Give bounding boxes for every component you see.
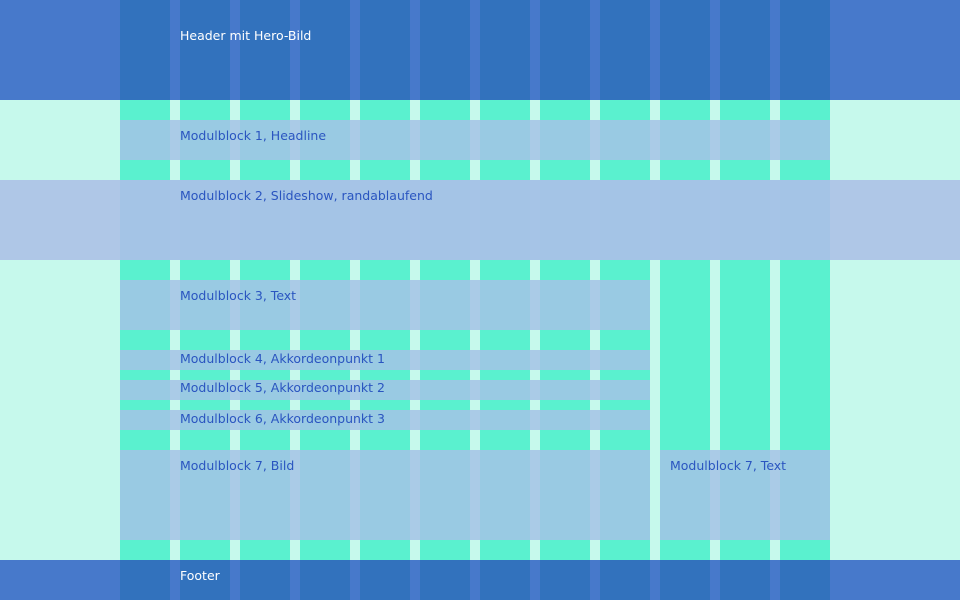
module-label: Modulblock 7, Bild bbox=[180, 458, 295, 473]
grid-column-overlay bbox=[600, 0, 650, 100]
header-column-overlay bbox=[0, 0, 960, 100]
grid-column-overlay bbox=[300, 560, 350, 600]
module-block-2-content bbox=[120, 180, 830, 260]
grid-column-overlay bbox=[120, 560, 170, 600]
module-block-6: Modulblock 6, Akkordeonpunkt 3 bbox=[120, 410, 650, 430]
grid-column-overlay bbox=[660, 560, 710, 600]
footer: Footer bbox=[0, 560, 960, 600]
module-label: Modulblock 1, Headline bbox=[180, 128, 327, 143]
module-label: Modulblock 7, Text bbox=[670, 458, 787, 473]
module-block-2: Modulblock 2, Slideshow, randablaufend bbox=[0, 180, 960, 260]
grid-column-overlay bbox=[420, 0, 470, 100]
module-block-7-text: Modulblock 7, Text bbox=[660, 450, 830, 540]
module-block-5: Modulblock 5, Akkordeonpunkt 2 bbox=[120, 380, 650, 400]
module-block-4: Modulblock 4, Akkordeonpunkt 1 bbox=[120, 350, 650, 370]
grid-column-overlay bbox=[780, 560, 830, 600]
module-block-3: Modulblock 3, Text bbox=[120, 280, 650, 330]
grid-column-overlay bbox=[120, 0, 170, 100]
grid-column-overlay bbox=[360, 560, 410, 600]
footer-column-overlay bbox=[0, 560, 960, 600]
header-label: Header mit Hero-Bild bbox=[180, 28, 312, 43]
module-block-1: Modulblock 1, Headline bbox=[120, 120, 830, 160]
grid-column-overlay bbox=[420, 560, 470, 600]
grid-column-overlay bbox=[240, 0, 290, 100]
grid-column-overlay bbox=[660, 0, 710, 100]
grid-column-overlay bbox=[360, 0, 410, 100]
grid-column-overlay bbox=[300, 0, 350, 100]
grid-column-overlay bbox=[180, 560, 230, 600]
module-label: Modulblock 2, Slideshow, randablaufend bbox=[180, 188, 433, 203]
footer-label: Footer bbox=[180, 568, 220, 583]
grid-column-overlay bbox=[480, 0, 530, 100]
grid-column-overlay bbox=[540, 560, 590, 600]
module-label: Modulblock 5, Akkordeonpunkt 2 bbox=[180, 380, 385, 395]
module-block-7-image: Modulblock 7, Bild bbox=[120, 450, 650, 540]
module-label: Modulblock 6, Akkordeonpunkt 3 bbox=[180, 411, 385, 426]
grid-column-overlay bbox=[480, 560, 530, 600]
grid-column-overlay bbox=[180, 0, 230, 100]
header-hero: Header mit Hero-Bild bbox=[0, 0, 960, 100]
grid-column-overlay bbox=[720, 0, 770, 100]
grid-column-overlay bbox=[540, 0, 590, 100]
module-label: Modulblock 3, Text bbox=[180, 288, 297, 303]
grid-column-overlay bbox=[720, 560, 770, 600]
module-label: Modulblock 4, Akkordeonpunkt 1 bbox=[180, 351, 385, 366]
grid-column-overlay bbox=[600, 560, 650, 600]
grid-column-overlay bbox=[240, 560, 290, 600]
grid-column-overlay bbox=[780, 0, 830, 100]
